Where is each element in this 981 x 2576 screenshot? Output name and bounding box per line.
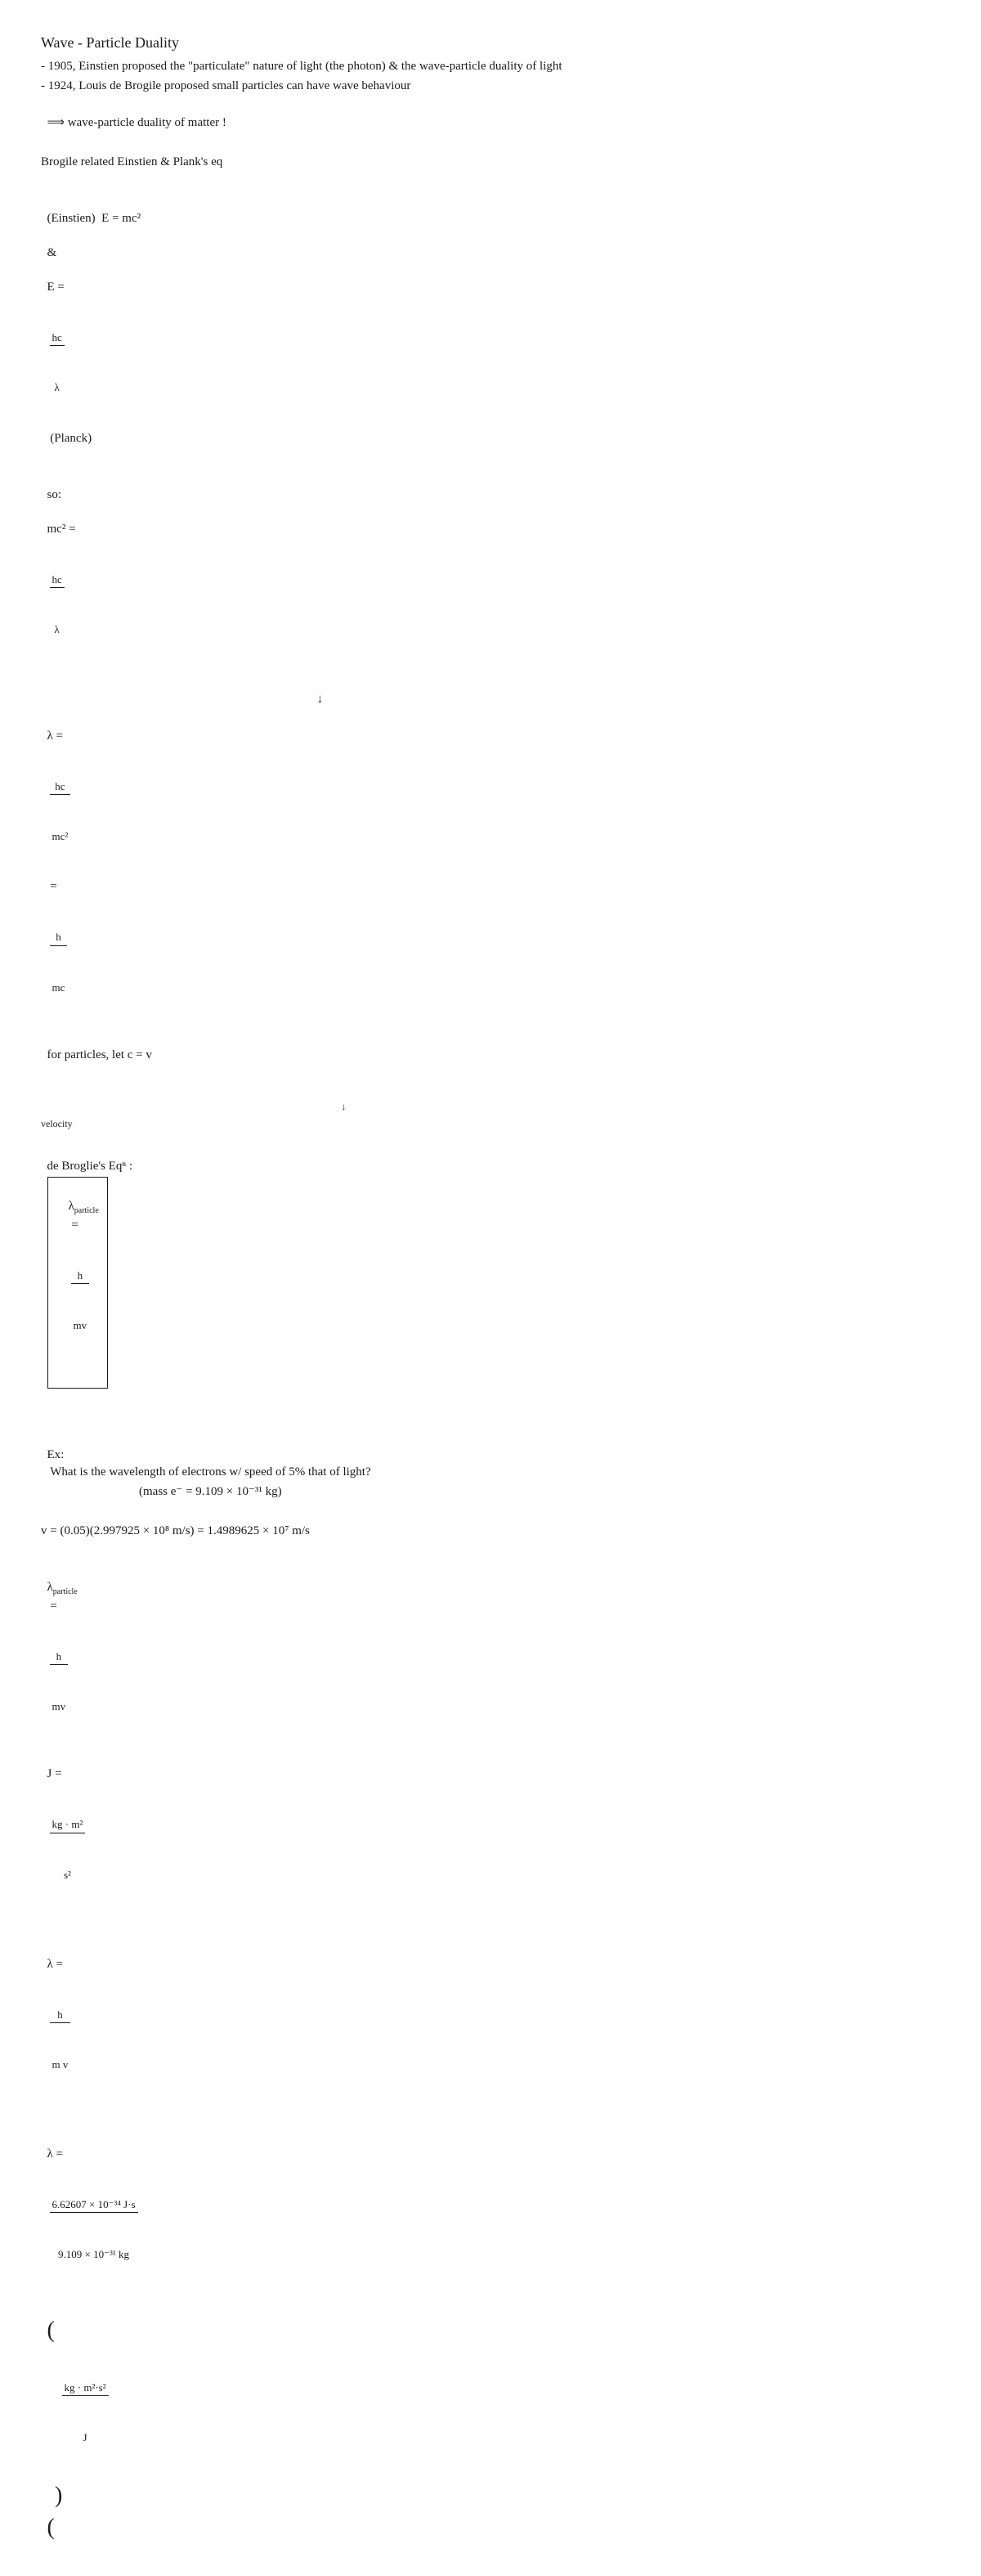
example-row: Ex: What is the wavelength of electrons … [41,1429,940,1481]
calc-lambda-den: mv [50,1699,69,1714]
calc-lambda2-prefix: λ = [47,1958,66,1971]
j-unit-num: kg · m² [50,1817,86,1833]
calc-lambda2-row: λ = h m v [41,1939,940,2107]
broglie-relation-text: Brogile related Einstien & Plank's eq [41,154,940,171]
calc-lambda-frac: h mv [50,1615,69,1748]
lambda-frac1: hc mc² [50,745,71,878]
de-broglie-den: mv [71,1318,90,1333]
de-broglie-label: de Broglie's Eqⁿ : [47,1160,133,1173]
so-label: so: [47,488,62,501]
lambda-frac2-den: mc [50,981,68,995]
calc-lambda3-p1-den: J [62,2430,109,2445]
lambda-eq1-prefix: λ = [47,729,66,743]
bullet-1924: - 1924, Louis de Brogile proposed small … [41,78,940,95]
ex-mass: (mass e⁻ = 9.109 × 10⁻³¹ kg) [139,1483,940,1501]
velocity-annotation: ↓velocity [41,1101,347,1129]
de-broglie-box: λparticle = h mv [47,1177,108,1389]
calc-lambda-formula-row: λparticle = h mv J = kg · m² s² [41,1562,940,1917]
so-den: λ [50,622,65,637]
double-arrow-icon [47,116,68,129]
so-num: hc [50,572,65,588]
ex-question: What is the wavelength of electrons w/ s… [50,1465,370,1479]
einstein-planck-line: (Einstien) E = mc² & E = hc λ (Planck) [41,193,940,447]
j-unit-prefix: J = [47,1767,65,1780]
so-line: so: mc² = hc λ [41,469,940,671]
bullet-arrow-text: wave-particle duality of matter ! [68,116,226,129]
calc-lambda-eq: = [47,1600,60,1613]
ex-label: Ex: [47,1448,65,1461]
lambda-derivation-line: λ = hc mc² = h mc for particles, let c =… [41,711,940,1133]
page-title: Wave - Particle Duality [41,33,940,53]
calc-lambda2-den: m v [50,2058,71,2072]
calc-lambda-sub: particle [53,1587,78,1596]
bullet-arrow-duality: wave-particle duality of matter ! [41,97,940,132]
bullet-1905: - 1905, Einstien proposed the "particula… [41,58,940,75]
so-eq-left: mc² = [47,523,79,536]
planck-den: λ [50,380,65,395]
velocity-text: velocity [41,1118,73,1129]
planck-label: (Planck) [47,432,92,445]
de-broglie-sub: particle [74,1206,99,1215]
calc-lambda2-num: h [50,2008,71,2023]
down-arrow-icon: ↓ [317,693,324,706]
lambda-frac1-den: mc² [50,829,71,844]
planck-num: hc [50,330,65,346]
einstein-eq: (Einstien) E = mc² [47,212,141,225]
calc-lambda2-frac: h m v [50,1973,71,2107]
calc-lambda-left: λ [47,1581,53,1594]
de-broglie-frac: h mv [71,1234,90,1367]
planck-fraction: hc λ [50,296,65,429]
de-broglie-eq: = [69,1218,82,1232]
calc-lambda3-den: 9.109 × 10⁻³¹ kg [50,2247,138,2262]
lambda-frac2: h mc [50,895,68,1029]
ampersand: & [47,246,57,259]
de-broglie-num: h [71,1268,90,1284]
de-broglie-row: de Broglie's Eqⁿ : λparticle = h mv [41,1141,940,1390]
lambda-frac2-num: h [50,930,68,945]
calc-lambda3-num: 6.62607 × 10⁻³⁴ J·s [50,2197,138,2213]
calc-lambda3-p1-num: kg · m²·s² [62,2381,109,2396]
down-arrow-row: ↓ [311,674,940,708]
lambda-eq1-equals: = [47,880,60,893]
calc-lambda3-prefix: λ = [47,2147,66,2161]
calc-lambda3-frac: 6.62607 × 10⁻³⁴ J·s 9.109 × 10⁻³¹ kg [50,2163,138,2296]
calc-lambda3-paren2: s 1.4989625 × 10⁷ₘ [47,2511,147,2576]
de-broglie-lambda: λ [69,1200,74,1213]
calc-lambda-num: h [50,1649,69,1665]
calc-velocity: v = (0.05)(2.997925 × 10⁸ m/s) = 1.49896… [41,1523,940,1540]
calc-lambda3-row: λ = 6.62607 × 10⁻³⁴ J·s 9.109 × 10⁻³¹ kg… [41,2129,940,2576]
j-unit-frac: kg · m² s² [50,1783,86,1916]
so-fraction: hc λ [50,538,65,671]
planck-eq-prefix: E = [47,280,68,294]
for-particles-note: for particles, let c = v [47,1048,152,1061]
calc-lambda3-paren1: kg · m²·s² J [47,2314,111,2512]
lambda-frac1-num: hc [50,779,71,795]
j-unit-den: s² [50,1868,86,1883]
